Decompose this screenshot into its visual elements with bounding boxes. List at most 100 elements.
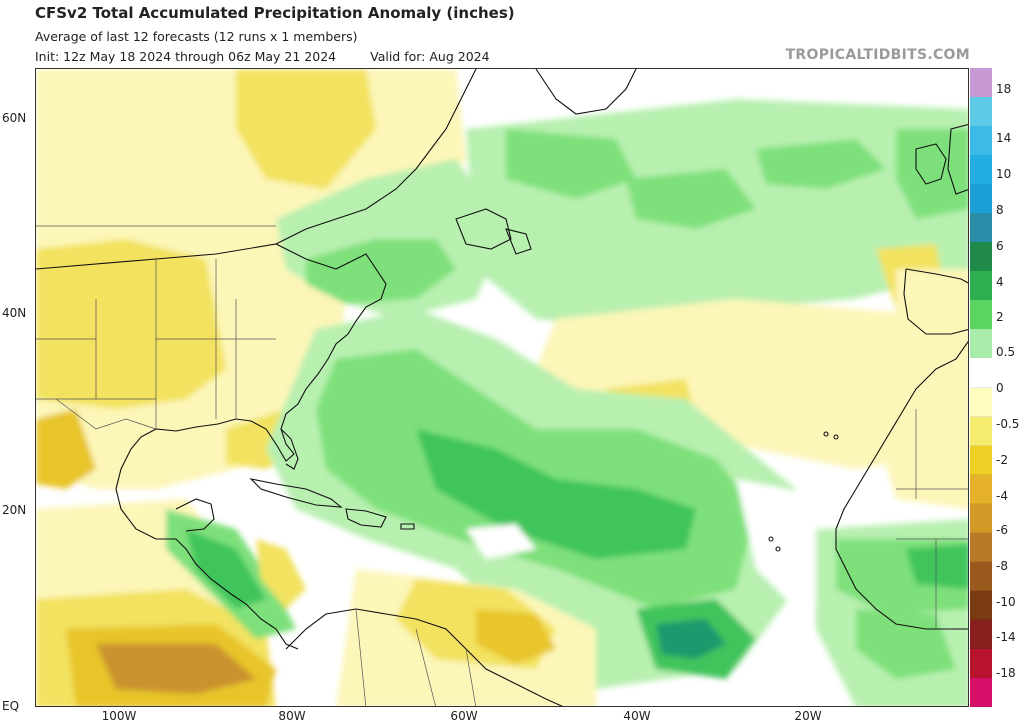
anomaly-region — [506, 129, 636, 199]
colorbar-label: -8 — [996, 559, 1008, 573]
anomaly-region — [186, 529, 266, 609]
anomaly-region — [756, 139, 886, 189]
colorbar-label: -6 — [996, 523, 1008, 537]
coastline-segment — [285, 608, 563, 706]
coastline-segment — [455, 208, 512, 250]
coastline-segment — [345, 508, 387, 528]
anomaly-region — [656, 619, 726, 659]
coastline-segment — [535, 69, 637, 115]
anomaly-field — [36, 69, 968, 706]
anomaly-region — [236, 69, 376, 189]
colorbar-segment — [970, 300, 992, 330]
brand-watermark: TROPICALTIDBITS.COM — [785, 47, 970, 63]
anomaly-region — [476, 609, 556, 664]
colorbar-segment — [970, 561, 992, 592]
coastline-segment — [275, 69, 477, 245]
colorbar-segment — [970, 242, 992, 272]
coastline-segment — [905, 268, 968, 284]
valid-text: Valid for: Aug 2024 — [370, 49, 490, 64]
colorbar-segment — [970, 358, 992, 388]
coastline-segment — [775, 546, 781, 552]
coastline-segment — [249, 478, 343, 508]
coastline-segment — [947, 123, 968, 195]
colorbar-label: -10 — [996, 595, 1016, 609]
lat-label-20n: 20N — [2, 503, 27, 517]
colorbar-segment — [970, 416, 992, 447]
coastline-segment — [768, 536, 774, 542]
coastlines — [36, 69, 968, 706]
colorbar-segment — [970, 590, 992, 621]
anomaly-region — [866, 399, 968, 509]
lon-label-100w: 100W — [101, 709, 137, 723]
colorbar-label: -0.5 — [996, 417, 1020, 431]
colorbar-segment — [970, 648, 992, 679]
colorbar-segment — [970, 155, 992, 185]
coastline-segment — [903, 268, 968, 335]
anomaly-region — [256, 539, 306, 609]
colorbar-segment — [970, 329, 992, 359]
colorbar-segment — [970, 532, 992, 563]
map-canvas — [36, 69, 968, 706]
anomaly-region — [896, 129, 968, 219]
colorbar-label: -14 — [996, 630, 1016, 644]
coastline-segment — [833, 434, 839, 440]
anomaly-region — [466, 524, 536, 559]
colorbar-segment — [970, 474, 992, 505]
lat-label-60n: 60N — [2, 111, 27, 125]
colorbar-label: 14 — [996, 131, 1012, 145]
colorbar-segment — [970, 677, 992, 708]
anomaly-region — [626, 169, 756, 229]
border-segment — [355, 608, 477, 706]
colorbar-segment — [970, 97, 992, 127]
colorbar — [970, 68, 992, 708]
lat-label-eq: EQ — [2, 699, 20, 713]
coastline-segment — [823, 431, 829, 437]
colorbar-label: 8 — [996, 203, 1004, 217]
colorbar-label: -2 — [996, 453, 1008, 467]
anomaly-region — [306, 239, 456, 304]
map-title: CFSv2 Total Accumulated Precipitation An… — [35, 4, 515, 22]
anomaly-region — [96, 644, 256, 694]
colorbar-segment — [970, 503, 992, 534]
colorbar-segment — [970, 126, 992, 156]
coastline-segment — [280, 428, 299, 470]
coastline-segment — [36, 243, 387, 650]
coastline-segment — [835, 340, 968, 630]
lat-label-40n: 40N — [2, 306, 27, 320]
colorbar-segment — [970, 387, 992, 418]
lon-label-80w: 80W — [278, 709, 306, 723]
coastline-segment — [915, 143, 947, 185]
coastline-segment — [175, 498, 215, 532]
colorbar-label: 6 — [996, 239, 1004, 253]
colorbar-label: 0.5 — [996, 345, 1016, 359]
anomaly-region — [536, 299, 968, 469]
border-segment — [36, 259, 276, 429]
colorbar-label: 2 — [996, 310, 1004, 324]
colorbar-label: 10 — [996, 167, 1012, 181]
anomaly-region — [416, 429, 696, 559]
colorbar-label: 18 — [996, 82, 1012, 96]
coastline-segment — [505, 228, 532, 255]
forecast-info: Init: 12z May 18 2024 through 06z May 21… — [35, 49, 524, 64]
coastline-segment — [400, 523, 415, 530]
colorbar-segment — [970, 184, 992, 214]
colorbar-label: -4 — [996, 489, 1008, 503]
border-segment — [896, 409, 968, 629]
anomaly-region — [906, 544, 968, 589]
precipitation-anomaly-map — [35, 68, 969, 707]
colorbar-label: -18 — [996, 666, 1016, 680]
colorbar-segment — [970, 213, 992, 243]
colorbar-segment — [970, 271, 992, 301]
colorbar-segment — [970, 445, 992, 476]
colorbar-label: 0 — [996, 381, 1004, 395]
colorbar-segment — [970, 68, 992, 98]
map-subtitle: Average of last 12 forecasts (12 runs x … — [35, 29, 358, 44]
colorbar-segment — [970, 619, 992, 650]
anomaly-region — [856, 609, 956, 679]
init-text: Init: 12z May 18 2024 through 06z May 21… — [35, 49, 337, 64]
lon-label-40w: 40W — [623, 709, 651, 723]
political-borders — [36, 225, 968, 706]
anomaly-region — [36, 409, 96, 489]
lon-label-60w: 60W — [450, 709, 478, 723]
border-segment — [55, 398, 157, 430]
